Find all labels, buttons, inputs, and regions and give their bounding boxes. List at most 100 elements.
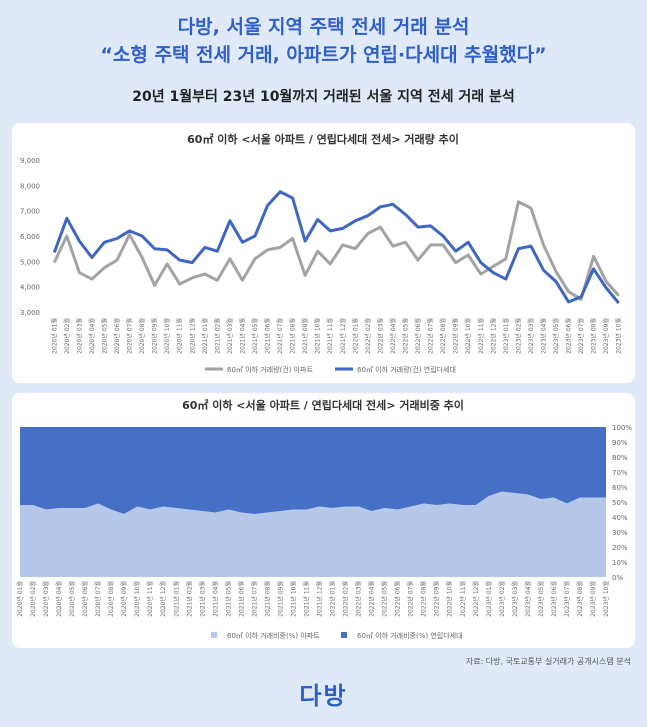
x-tick-label: 2021년 11월 (326, 318, 334, 354)
x-tick-label: 2023년 05월 (537, 581, 545, 617)
x-tick-label: 2022년 12월 (472, 581, 480, 617)
x-tick-label: 2021년 05월 (224, 581, 232, 617)
line-series (52, 190, 620, 305)
panel (12, 123, 635, 383)
legend-label: 60㎡ 이하 거래량(건) 연립다세대 (357, 365, 456, 374)
x-tick-label: 2022년 10월 (446, 581, 454, 617)
x-tick-label: 2023년 02월 (514, 318, 522, 354)
x-tick-label: 2021년 08월 (263, 581, 271, 617)
x-tick-label: 2021년 06월 (237, 581, 245, 617)
x-tick-label: 2022년 10월 (464, 318, 472, 354)
legend-label: 60㎡ 이하 거래량(건) 아파트 (227, 365, 314, 374)
x-tick-label: 2022년 01월 (329, 581, 337, 617)
x-tick-label: 2020년 05월 (100, 318, 108, 354)
y-tick-label: 100% (612, 424, 632, 432)
x-tick-label: 2021년 12월 (316, 581, 324, 617)
y-tick-label: 60% (612, 484, 628, 492)
y-tick-label: 40% (612, 514, 628, 522)
x-tick-label: 2020년 10월 (163, 318, 171, 354)
x-tick-label: 2021년 01월 (172, 581, 180, 617)
x-tick-label: 2023년 01월 (502, 318, 510, 354)
y-tick-label: 50% (612, 499, 628, 507)
x-tick-label: 2020년 03월 (75, 318, 83, 354)
y-tick-label: 90% (612, 439, 628, 447)
x-tick-label: 2023년 06월 (550, 581, 558, 617)
x-tick-label: 2023년 09월 (589, 581, 597, 617)
x-tick-label: 2023년 03월 (527, 318, 535, 354)
legend-swatch (211, 632, 217, 638)
x-tick-label: 2020년 12월 (188, 318, 196, 354)
x-tick-label: 2021년 03월 (198, 581, 206, 617)
x-tick-label: 2021년 04월 (238, 318, 246, 354)
x-tick-label: 2022년 07월 (427, 318, 435, 354)
x-tick-label: 2022년 06월 (394, 581, 402, 617)
x-tick-label: 2020년 02월 (63, 318, 71, 354)
y-tick-label: 80% (612, 454, 628, 462)
x-tick-label: 2022년 05월 (401, 318, 409, 354)
x-tick-label: 2021년 08월 (289, 318, 297, 354)
x-tick-label: 2022년 08월 (420, 581, 428, 617)
x-tick-label: 2020년 05월 (68, 581, 76, 617)
chart-title: 60㎡ 이하 <서울 아파트 / 연립다세대 전세> 거래량 추이 (187, 132, 459, 146)
x-tick-label: 2020년 08월 (138, 318, 146, 354)
x-tick-label: 2022년 02월 (342, 581, 350, 617)
x-tick-label: 2021년 02월 (185, 581, 193, 617)
x-tick-label: 2021년 07월 (276, 318, 284, 354)
x-tick-label: 2022년 04월 (368, 581, 376, 617)
x-tick-label: 2022년 02월 (364, 318, 372, 354)
y-tick-label: 10% (612, 559, 628, 567)
x-tick-label: 2020년 06월 (81, 581, 89, 617)
x-tick-label: 2020년 01월 (50, 318, 58, 354)
x-tick-label: 2020년 08월 (107, 581, 115, 617)
y-tick-label: 9,000 (20, 157, 40, 165)
x-tick-label: 2023년 05월 (552, 318, 560, 354)
x-tick-label: 2023년 08월 (576, 581, 584, 617)
x-tick-label: 2023년 04월 (539, 318, 547, 354)
line-series (52, 200, 620, 301)
x-tick-label: 2020년 12월 (159, 581, 167, 617)
area-series (20, 427, 606, 514)
x-tick-label: 2020년 07월 (94, 581, 102, 617)
x-tick-label: 2021년 10월 (289, 581, 297, 617)
logo: 다방 (299, 682, 348, 710)
x-tick-label: 2022년 09월 (433, 581, 441, 617)
x-tick-label: 2020년 10월 (133, 581, 141, 617)
x-tick-label: 2021년 04월 (211, 581, 219, 617)
x-tick-label: 2020년 04월 (88, 318, 96, 354)
x-tick-label: 2023년 08월 (590, 318, 598, 354)
y-tick-label: 0% (612, 574, 623, 582)
x-tick-label: 2020년 09월 (151, 318, 159, 354)
x-tick-label: 2022년 09월 (452, 318, 460, 354)
y-tick-label: 70% (612, 469, 628, 477)
x-tick-label: 2020년 11월 (146, 581, 154, 617)
x-tick-label: 2021년 06월 (264, 318, 272, 354)
x-tick-label: 2021년 02월 (213, 318, 221, 354)
x-tick-label: 2022년 12월 (489, 318, 497, 354)
x-tick-label: 2022년 03월 (376, 318, 384, 354)
x-tick-label: 2020년 06월 (113, 318, 121, 354)
x-tick-label: 2022년 11월 (459, 581, 467, 617)
x-tick-label: 2023년 03월 (511, 581, 519, 617)
x-tick-label: 2021년 09월 (276, 581, 284, 617)
subtitle: 20년 1월부터 23년 10월까지 거래된 서울 지역 전세 거래 분석 (132, 89, 515, 105)
source: 자료: 다방, 국토교통부 실거래가 공개시스템 분석 (465, 657, 631, 666)
x-tick-label: 2020년 03월 (42, 581, 50, 617)
x-tick-label: 2022년 11월 (477, 318, 485, 354)
x-tick-label: 2021년 05월 (251, 318, 259, 354)
x-tick-label: 2022년 01월 (351, 318, 359, 354)
x-tick-label: 2021년 12월 (339, 318, 347, 354)
x-tick-label: 2023년 09월 (602, 318, 610, 354)
x-tick-label: 2023년 04월 (524, 581, 532, 617)
x-tick-label: 2022년 06월 (414, 318, 422, 354)
x-tick-label: 2023년 01월 (485, 581, 493, 617)
y-tick-label: 5,000 (20, 258, 40, 266)
y-tick-label: 4,000 (20, 284, 40, 292)
x-tick-label: 2021년 11월 (302, 581, 310, 617)
x-tick-label: 2021년 10월 (314, 318, 322, 354)
x-tick-label: 2020년 11월 (176, 318, 184, 354)
y-tick-label: 20% (612, 544, 628, 552)
legend-label: 60㎡ 이하 거래비중(%) 연립다세대 (357, 631, 463, 640)
y-tick-label: 8,000 (20, 182, 40, 190)
x-tick-label: 2022년 05월 (381, 581, 389, 617)
